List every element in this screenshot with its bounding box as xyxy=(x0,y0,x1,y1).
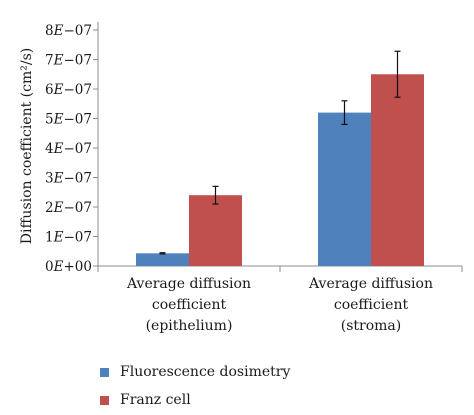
legend-swatch-franz xyxy=(100,395,109,405)
bar-fluorescence xyxy=(318,112,371,266)
x-category-label: Average diffusion xyxy=(126,276,251,292)
y-tick-label: 1E−07 xyxy=(45,230,92,246)
y-tick-label: 4E−07 xyxy=(45,141,92,157)
y-axis-label: Diffusion coefficient (cm²/s) xyxy=(19,48,35,244)
legend-swatch-fluorescence xyxy=(100,367,109,377)
legend-label-fluorescence: Fluorescence dosimetry xyxy=(120,364,291,380)
x-category-label: (stroma) xyxy=(341,318,401,334)
y-tick-label: 7E−07 xyxy=(45,53,92,69)
legend: Fluorescence dosimetry Franz cell xyxy=(100,358,290,414)
bar-fluorescence xyxy=(136,253,189,266)
y-tick-label: 2E−07 xyxy=(45,200,92,216)
x-category-label: coefficient xyxy=(152,297,227,313)
legend-label-franz: Franz cell xyxy=(120,392,191,408)
legend-item-franz: Franz cell xyxy=(100,386,290,414)
y-tick-label: 8E−07 xyxy=(45,23,92,39)
bar-franz xyxy=(371,74,424,266)
x-category-label: coefficient xyxy=(334,297,409,313)
x-category-label: Average diffusion xyxy=(308,276,433,292)
y-tick-label: 3E−07 xyxy=(45,171,92,187)
y-tick-label: 5E−07 xyxy=(45,112,92,128)
x-category-label: (epithelium) xyxy=(146,318,233,334)
y-tick-label: 6E−07 xyxy=(45,82,92,98)
legend-item-fluorescence: Fluorescence dosimetry xyxy=(100,358,290,386)
bar-franz xyxy=(189,195,242,266)
y-tick-label: 0E+00 xyxy=(45,259,92,275)
